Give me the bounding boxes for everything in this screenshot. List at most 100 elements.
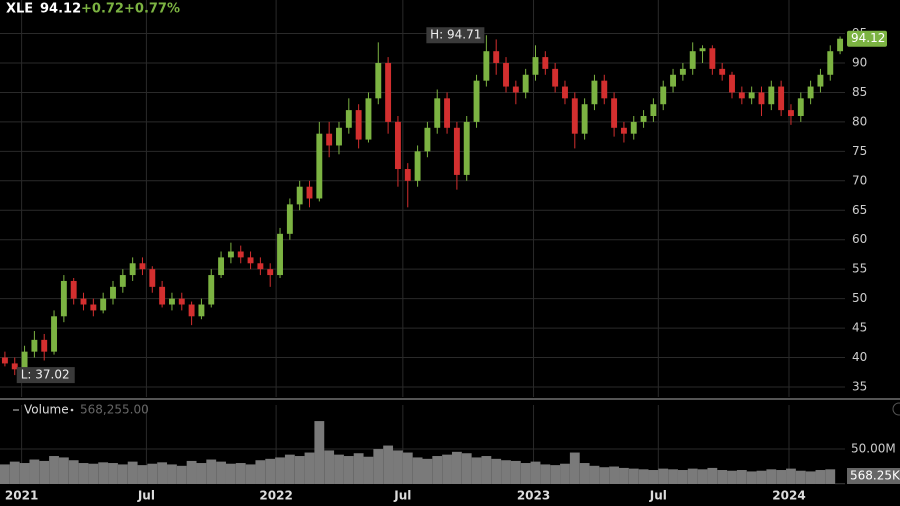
volume-bar (589, 465, 600, 484)
last-price-badge-label: 94.12 (851, 31, 885, 45)
candle-body (119, 275, 126, 287)
volume-bar (530, 461, 541, 484)
candle-body (188, 304, 195, 317)
candle-body (738, 92, 745, 99)
candle-body (247, 257, 254, 264)
volume-bar (776, 470, 787, 484)
candle-body (414, 151, 421, 181)
volume-bar (707, 467, 718, 484)
volume-bar (638, 469, 649, 484)
grid-layer (0, 0, 845, 484)
candle-body (542, 57, 549, 69)
volume-bar (805, 471, 816, 484)
volume-bar (334, 454, 344, 484)
volume-bar (795, 470, 806, 484)
volume-bar (766, 469, 777, 484)
candle-body (424, 127, 431, 152)
candle-body (571, 98, 578, 134)
volume-bar (88, 463, 99, 484)
candle-body (679, 68, 686, 75)
candle-body (355, 110, 362, 140)
candle-body (51, 316, 57, 352)
candle-body (394, 121, 401, 170)
candle-body (778, 86, 785, 111)
candle-body (591, 80, 598, 105)
volume-bar (235, 463, 246, 484)
volume-bar (579, 463, 590, 484)
volume-bar (29, 459, 40, 484)
change-pct: +0.77% (124, 2, 180, 17)
x-tick-label: 2022 (259, 489, 292, 503)
candle-body (336, 127, 342, 146)
volume-bar (186, 460, 197, 484)
volume-bar (9, 461, 20, 484)
volume-title: Volume (24, 403, 69, 417)
volume-bar (658, 468, 669, 484)
volume-bar (265, 458, 276, 484)
candle-body (31, 339, 38, 352)
y-tick-label: 65 (852, 203, 867, 217)
volume-bar (78, 463, 89, 484)
volume-bar (0, 464, 10, 484)
volume-bar (157, 462, 168, 484)
y-tick-label: 45 (852, 321, 867, 335)
candle-body (100, 298, 107, 311)
candle-body (522, 74, 529, 93)
volume-bar (147, 463, 158, 484)
symbol: XLE (6, 2, 33, 17)
y-tick-label: 75 (852, 144, 867, 158)
volume-badge (847, 468, 900, 484)
candle-body (60, 280, 67, 317)
y-tick-label: 35 (852, 379, 867, 393)
volume-bar (19, 463, 30, 484)
volume-bar (619, 467, 629, 484)
candle-body (365, 98, 372, 140)
volume-bar (343, 456, 354, 484)
volume-bar (736, 470, 747, 484)
volume-tick-label: 50.00M (851, 442, 896, 456)
volume-bar (363, 456, 374, 484)
candle-body (129, 263, 136, 276)
volume-bar (481, 456, 492, 484)
volume-bar (284, 454, 295, 484)
y-tick-label: 55 (852, 262, 867, 276)
candle-body (198, 304, 205, 317)
volume-bar (599, 467, 610, 484)
y-tick-label: 50 (852, 291, 867, 305)
candle-body (169, 298, 175, 305)
candle-body (227, 251, 234, 258)
volume-bar (560, 463, 570, 484)
candle-body (689, 51, 696, 69)
volume-bar (746, 471, 757, 484)
candle-body (375, 62, 382, 99)
volume-bar (49, 456, 59, 484)
candle-body (532, 57, 539, 75)
candle-body (385, 62, 392, 122)
volume-bar (677, 470, 688, 484)
x-tick-label: Jul (393, 489, 411, 503)
candle-body (581, 104, 588, 134)
panel-button[interactable] (892, 402, 900, 416)
candle-body (837, 38, 844, 52)
candle-body (797, 98, 804, 117)
volume-bar (756, 470, 767, 484)
volume-bar (68, 460, 79, 484)
volume-bar (294, 456, 305, 484)
volume-bar (275, 457, 285, 484)
candle-body (139, 263, 146, 270)
y-tick-label: 70 (852, 173, 867, 187)
candle-body (748, 92, 755, 99)
volume-last: 568,255.00 (80, 403, 149, 417)
volume-bar (167, 464, 177, 484)
menu-dot[interactable] (70, 408, 74, 412)
high-label-box (426, 27, 485, 44)
volume-bar (609, 466, 620, 484)
last-price: 94.12 (40, 2, 81, 17)
volume-bar (176, 465, 187, 484)
candle-body (463, 121, 470, 175)
volume-bar (461, 453, 472, 484)
volume-bar (117, 464, 128, 484)
volume-bar (815, 470, 826, 484)
